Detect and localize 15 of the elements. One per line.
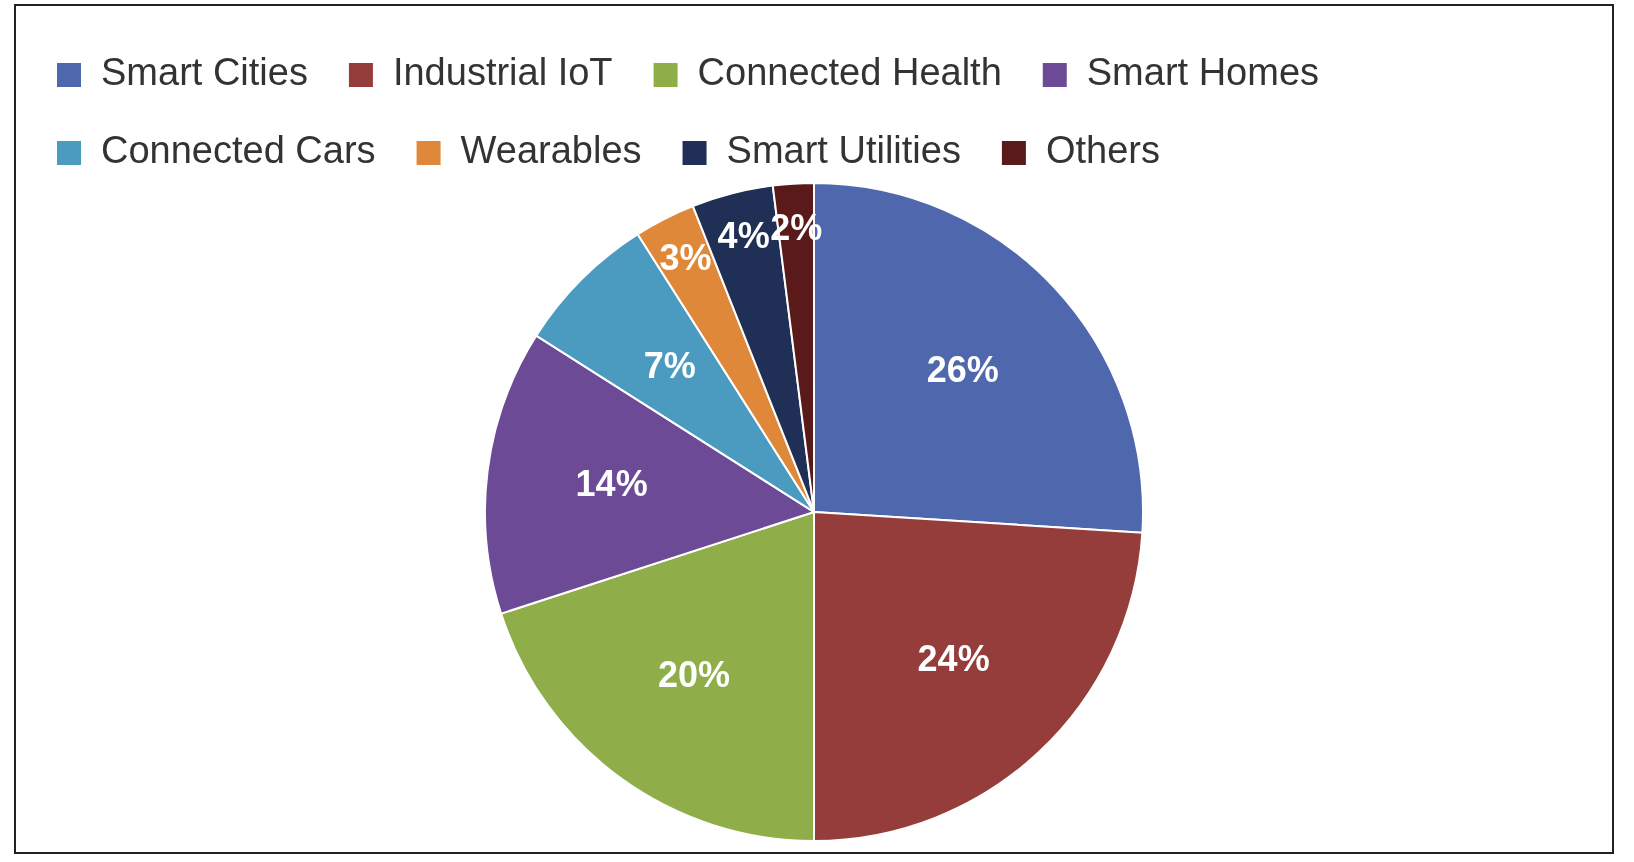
- legend-label: Smart Utilities: [726, 129, 961, 172]
- data-label: 24%: [917, 637, 990, 679]
- legend-label: Industrial IoT: [392, 51, 613, 94]
- data-label: 20%: [658, 653, 731, 695]
- data-label: 4%: [717, 214, 770, 256]
- legend-label: Smart Cities: [101, 51, 308, 94]
- data-label: 26%: [926, 349, 999, 391]
- legend-label: Connected Cars: [101, 129, 376, 172]
- data-label: 7%: [643, 344, 696, 386]
- legend-label: Wearables: [460, 129, 642, 172]
- legend-label: Others: [1045, 129, 1160, 172]
- data-label: 14%: [575, 463, 648, 505]
- legend-label: Connected Health: [697, 51, 1002, 94]
- data-label: 3%: [659, 236, 712, 278]
- legend-label: Smart Homes: [1086, 51, 1320, 94]
